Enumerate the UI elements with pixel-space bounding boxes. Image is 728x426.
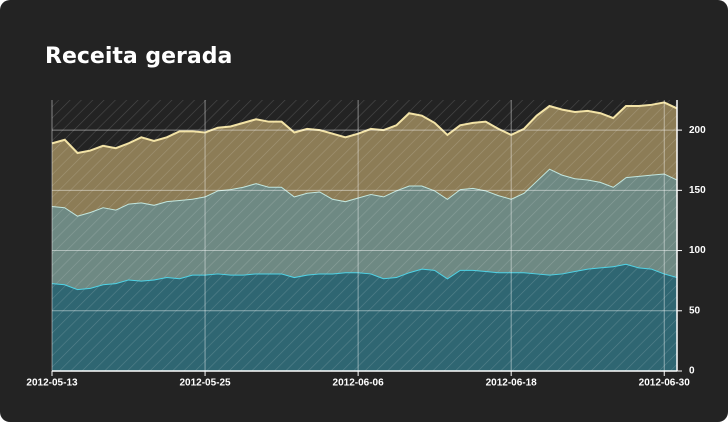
chart-title: Receita gerada: [45, 44, 232, 69]
y-tick-label: 200: [689, 125, 706, 136]
x-tick-label: 2012-06-30: [639, 378, 691, 389]
x-tick-label: 2012-06-18: [486, 378, 538, 389]
area-hatch: [52, 263, 677, 371]
x-tick-label: 2012-05-13: [26, 378, 78, 389]
y-tick-label: 100: [689, 245, 706, 256]
y-tick-label: 0: [689, 366, 695, 377]
area-line: [51, 101, 678, 155]
area-hatch: [52, 168, 677, 290]
y-tick-label: 150: [689, 185, 706, 196]
y-tick-label: 50: [689, 305, 701, 316]
x-tick-label: 2012-06-06: [333, 378, 385, 389]
x-tick-label: 2012-05-25: [179, 378, 231, 389]
